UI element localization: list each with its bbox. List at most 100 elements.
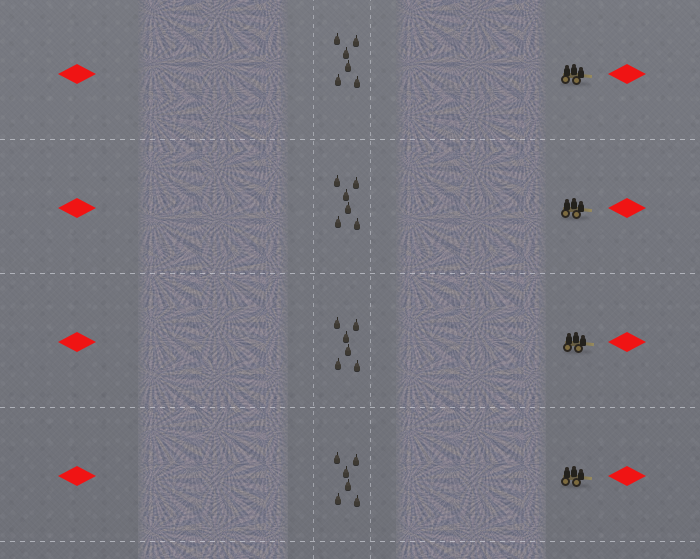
marker-left-3[interactable]: [58, 332, 96, 352]
infantry-soldier-1[interactable]: [333, 317, 341, 329]
crewman-body: [571, 469, 577, 477]
crewman-head: [572, 64, 576, 68]
soldier-body: [335, 363, 341, 369]
crewman-head: [572, 466, 576, 470]
artillery-crewman-3[interactable]: [578, 201, 584, 212]
soldier-head: [355, 498, 359, 502]
soldier-head: [335, 36, 339, 40]
infantry-soldier-2[interactable]: [352, 319, 360, 331]
artillery-crewman-1[interactable]: [564, 467, 570, 478]
soldier-head: [354, 322, 358, 326]
crewman-head: [565, 65, 569, 69]
soldier-body: [334, 322, 340, 328]
soldier-body: [343, 471, 349, 477]
crewman-body: [578, 472, 584, 480]
marker-left-2[interactable]: [58, 198, 96, 218]
soldier-head: [354, 38, 358, 42]
soldier-body: [335, 221, 341, 227]
artillery-crewman-3[interactable]: [578, 469, 584, 480]
infantry-soldier-4[interactable]: [344, 344, 352, 356]
soldier-head: [336, 361, 340, 365]
cannon-wheel-1: [561, 75, 570, 84]
infantry-soldier-6[interactable]: [353, 360, 361, 372]
terrain-edge-right: [278, 0, 288, 559]
infantry-soldier-2[interactable]: [352, 177, 360, 189]
infantry-soldier-5[interactable]: [334, 358, 342, 370]
soldier-head: [355, 363, 359, 367]
artillery-crewman-1[interactable]: [564, 65, 570, 76]
infantry-soldier-1[interactable]: [333, 33, 341, 45]
infantry-soldier-3[interactable]: [342, 47, 350, 59]
marker-left-4[interactable]: [58, 466, 96, 486]
soldier-body: [353, 459, 359, 465]
infantry-soldier-3[interactable]: [342, 189, 350, 201]
cannon-wheel-1: [561, 477, 570, 486]
infantry-cluster-3[interactable]: [331, 317, 373, 382]
soldier-body: [345, 484, 351, 490]
soldier-head: [335, 320, 339, 324]
infantry-soldier-5[interactable]: [334, 493, 342, 505]
terrain-edge-right: [536, 0, 546, 559]
crewman-head: [574, 332, 578, 336]
marker-right-4[interactable]: [608, 466, 646, 486]
soldier-head: [336, 496, 340, 500]
infantry-soldier-5[interactable]: [334, 74, 342, 86]
soldier-body: [353, 182, 359, 188]
artillery-crewman-1[interactable]: [564, 199, 570, 210]
soldier-body: [353, 40, 359, 46]
infantry-cluster-2[interactable]: [331, 175, 373, 240]
marker-right-3[interactable]: [608, 332, 646, 352]
cannon-wheel-1: [561, 209, 570, 218]
soldier-head: [344, 192, 348, 196]
artillery-unit-2[interactable]: [558, 198, 598, 221]
artillery-crewman-1[interactable]: [566, 333, 572, 344]
artillery-unit-4[interactable]: [558, 466, 598, 489]
artillery-unit-3[interactable]: [560, 332, 600, 355]
infantry-cluster-4[interactable]: [331, 452, 373, 517]
infantry-soldier-6[interactable]: [353, 218, 361, 230]
crewman-body: [564, 470, 570, 478]
artillery-crewman-2[interactable]: [573, 332, 579, 343]
infantry-soldier-3[interactable]: [342, 466, 350, 478]
crewman-body: [571, 67, 577, 75]
artillery-crewman-2[interactable]: [571, 198, 577, 209]
artillery-unit-1[interactable]: [558, 64, 598, 87]
infantry-soldier-4[interactable]: [344, 202, 352, 214]
marker-right-2[interactable]: [608, 198, 646, 218]
artillery-crewman-2[interactable]: [571, 466, 577, 477]
soldier-head: [355, 221, 359, 225]
crewman-body: [578, 204, 584, 212]
crewman-head: [565, 467, 569, 471]
crewman-body: [578, 70, 584, 78]
infantry-soldier-6[interactable]: [353, 76, 361, 88]
infantry-soldier-4[interactable]: [344, 479, 352, 491]
soldier-body: [343, 336, 349, 342]
marker-right-1[interactable]: [608, 64, 646, 84]
crewman-head: [581, 335, 585, 339]
marker-left-1[interactable]: [58, 64, 96, 84]
crewman-body: [566, 336, 572, 344]
infantry-soldier-6[interactable]: [353, 495, 361, 507]
cannon-wheel-2: [572, 210, 581, 219]
crewman-head: [565, 199, 569, 203]
soldier-body: [334, 457, 340, 463]
infantry-cluster-1[interactable]: [331, 33, 373, 98]
soldier-head: [346, 482, 350, 486]
soldier-body: [354, 223, 360, 229]
infantry-soldier-4[interactable]: [344, 60, 352, 72]
artillery-crewman-3[interactable]: [578, 67, 584, 78]
infantry-soldier-2[interactable]: [352, 35, 360, 47]
soldier-head: [344, 469, 348, 473]
soldier-body: [345, 349, 351, 355]
infantry-soldier-2[interactable]: [352, 454, 360, 466]
artillery-crewman-3[interactable]: [580, 335, 586, 346]
infantry-soldier-5[interactable]: [334, 216, 342, 228]
infantry-soldier-1[interactable]: [333, 452, 341, 464]
infantry-soldier-3[interactable]: [342, 331, 350, 343]
soldier-body: [334, 38, 340, 44]
artillery-crewman-2[interactable]: [571, 64, 577, 75]
cannon-wheel-2: [572, 76, 581, 85]
infantry-soldier-1[interactable]: [333, 175, 341, 187]
